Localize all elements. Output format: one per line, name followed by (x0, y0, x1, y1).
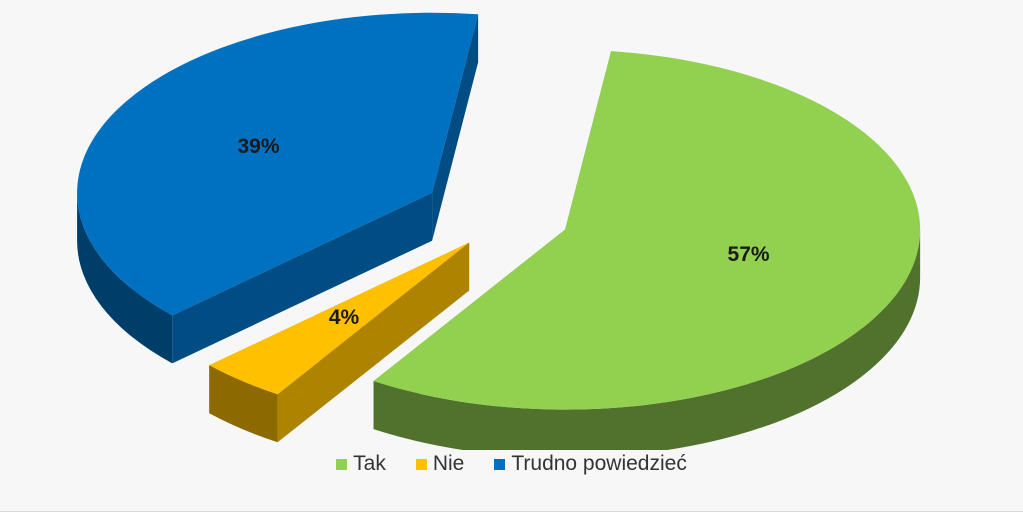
data-label-trudno-powiedziec: 39% (238, 135, 280, 158)
data-label-tak: 57% (728, 243, 770, 266)
pie-chart: 57% 4% 39% (77, 12, 921, 450)
pie-slice-edge-trudno-powiedziec (77, 192, 173, 364)
pie-slice-side-trudno-powiedziec-1 (432, 14, 479, 241)
legend-label-nie: Nie (432, 452, 465, 475)
pie-slice-tak (373, 51, 921, 450)
pie-slice-top-trudno-powiedziec (77, 12, 479, 316)
legend-label-trudno-powiedziec: Trudno powiedzieć (511, 452, 687, 475)
pie-slice-side-trudno-powiedziec-0 (172, 192, 433, 364)
pie-slice-trudno-powiedziec (77, 12, 479, 364)
legend-item-tak: Tak (336, 452, 386, 476)
legend-item-trudno-powiedziec: Trudno powiedzieć (494, 452, 687, 476)
pie-slice-nie (209, 242, 470, 443)
legend-item-nie: Nie (415, 452, 465, 476)
pie-slice-edge-nie (209, 365, 278, 443)
pie-slice-edge-tak (373, 229, 921, 450)
data-label-nie: 4% (329, 306, 360, 329)
legend-swatch-tak (336, 458, 348, 470)
legend-label-tak: Tak (353, 452, 386, 475)
legend: Tak Nie Trudno powiedzieć (0, 452, 1023, 476)
legend-swatch-nie (415, 458, 427, 470)
pie-slice-top-tak (373, 51, 921, 410)
legend-swatch-trudno-powiedziec (494, 458, 506, 470)
pie-slice-top-nie (209, 242, 470, 395)
